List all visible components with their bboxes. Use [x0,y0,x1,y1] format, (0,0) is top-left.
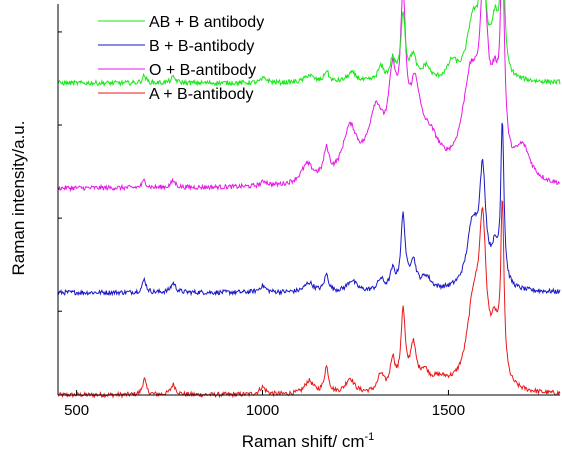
series-line-0 [57,200,561,399]
y-ticks [58,31,62,312]
legend-label-b: B + B-antibody [149,38,254,55]
x-axis-label-superscript: -1 [365,431,375,443]
y-axis-label: Raman intensity/a.u. [9,121,28,276]
x-tick-label: 500 [64,402,89,419]
x-ticks: 500 1000 1500 [64,390,465,419]
axes: 500 1000 1500 [57,4,560,419]
legend: AB + B antibody B + B-antibody O + B-ant… [98,14,264,103]
series-line-1 [57,122,561,297]
legend-label-ab: AB + B antibody [149,14,264,31]
series-line-2 [57,0,561,193]
legend-label-a: A + B-antibody [149,86,254,103]
series-line-3 [57,0,561,88]
series-layer [57,0,561,399]
x-axis-label-text: Raman shift/ cm [242,432,365,451]
x-tick-label: 1000 [246,402,279,419]
x-tick-label: 1500 [432,402,465,419]
x-axis-label: Raman shift/ cm-1 [242,431,375,451]
legend-label-o: O + B-antibody [149,62,256,79]
